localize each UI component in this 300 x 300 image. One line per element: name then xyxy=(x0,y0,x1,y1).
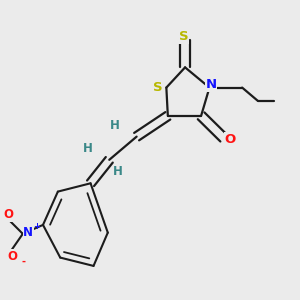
Text: -: - xyxy=(21,257,26,267)
Text: H: H xyxy=(82,142,92,155)
Text: O: O xyxy=(3,208,13,221)
Text: N: N xyxy=(206,78,217,91)
Text: S: S xyxy=(153,81,163,94)
Text: H: H xyxy=(110,118,120,131)
Text: +: + xyxy=(33,222,40,231)
Text: O: O xyxy=(7,250,17,262)
Text: N: N xyxy=(23,226,33,238)
Text: H: H xyxy=(113,166,123,178)
Text: S: S xyxy=(179,30,188,43)
Text: O: O xyxy=(225,133,236,146)
